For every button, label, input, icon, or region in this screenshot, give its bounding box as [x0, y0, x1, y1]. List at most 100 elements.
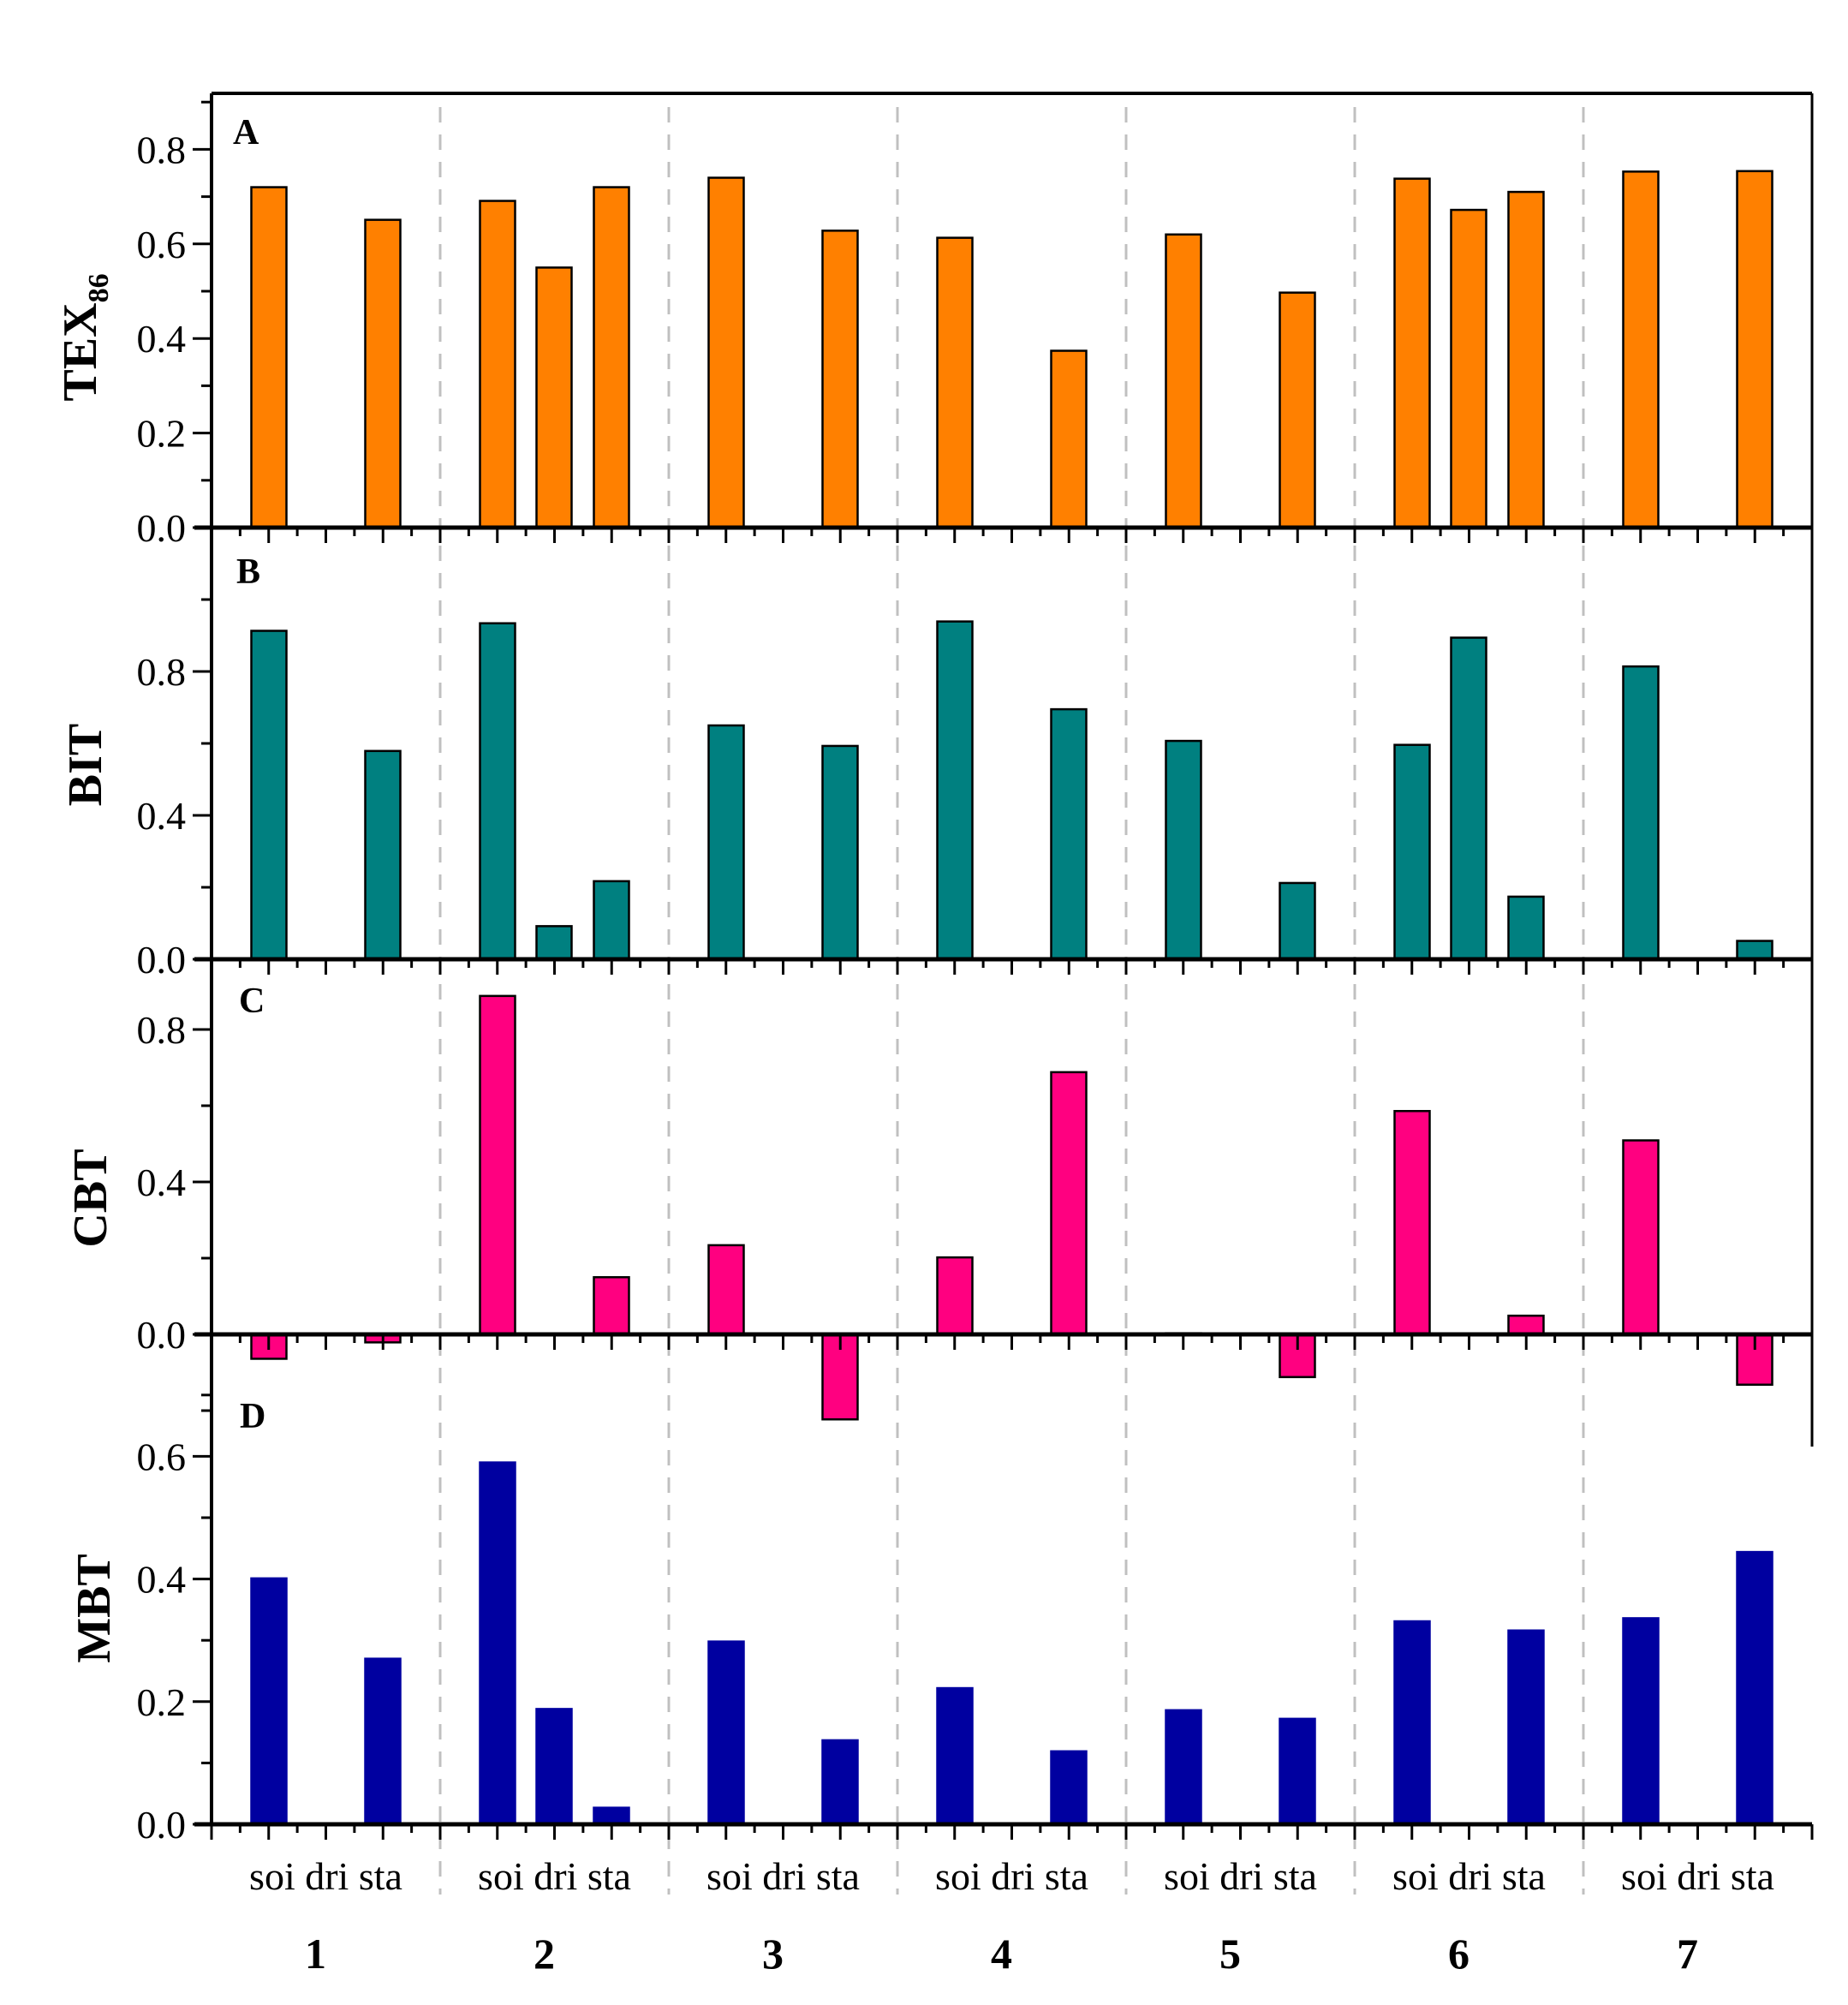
bar-a-group4-sta: [1050, 349, 1088, 529]
bar-b-group7-soi: [1622, 665, 1660, 961]
x-ticks-a: [210, 528, 1814, 543]
bar-a-group3-sta: [821, 230, 859, 529]
bar-b-group6-dri: [1450, 636, 1487, 961]
y-tick-label-a-0.8: 0.8: [137, 128, 187, 171]
y-tick-label-d-0.0: 0.0: [137, 1803, 187, 1847]
bar-c-group2-sta: [593, 1276, 630, 1336]
bar-d-group4-soi: [936, 1686, 974, 1826]
bar-c-group4-sta: [1050, 1071, 1088, 1336]
bars-panel-d: [250, 1461, 1773, 1826]
bars-panel-a: [250, 170, 1773, 529]
bar-a-group5-sta: [1279, 291, 1316, 529]
y-tick-label-b-0.0: 0.0: [137, 938, 187, 982]
bar-b-group3-sta: [821, 744, 859, 961]
panel-letter-a: A: [233, 113, 259, 152]
bar-a-group6-sta: [1507, 190, 1545, 529]
bar-b-group1-sta: [364, 749, 402, 961]
bar-b-group3-soi: [707, 724, 745, 961]
bar-b-group5-sta: [1279, 881, 1316, 961]
group-label-5: 5: [1219, 1930, 1241, 1978]
bar-a-group6-dri: [1450, 208, 1487, 529]
y-axis-title-subscript: 86: [83, 273, 115, 302]
y-tick-label-a-0.6: 0.6: [137, 223, 187, 266]
panels: A TEX86 0.00.20.40.60.8 B BIT 0.00.40.8 …: [54, 92, 1814, 1847]
bar-a-group2-soi: [479, 200, 516, 529]
y-tick-label-d-0.2: 0.2: [137, 1680, 187, 1724]
bar-b-group4-sta: [1050, 707, 1088, 961]
panel-c-cbt: C CBT 0.0 0.4 0.8: [64, 959, 1814, 1447]
bar-d-group1-soi: [250, 1577, 288, 1826]
bar-d-group6-sta: [1507, 1629, 1545, 1826]
y-ticks-d: 0.0 0.2 0.4 0.6: [137, 1393, 212, 1847]
group-label-7: 7: [1677, 1930, 1698, 1978]
bar-a-group3-soi: [707, 176, 745, 529]
panel-letter-d: D: [240, 1397, 265, 1436]
panel-a-tex86: A TEX86 0.0 0.2 0.4 0.6 0.8: [54, 92, 1814, 550]
y-axis-title-tex86: TEX86: [54, 273, 115, 401]
group-separators: [438, 107, 1585, 1895]
bar-b-group2-sta: [593, 880, 630, 961]
y-tick-label-c-0.8: 0.8: [137, 1008, 187, 1052]
bar-b-group6-sta: [1507, 895, 1545, 961]
bar-b-group2-dri: [535, 925, 573, 961]
bar-c-group4-soi: [936, 1256, 974, 1336]
y-tick-label-a-0.2: 0.2: [137, 412, 187, 456]
bar-d-group7-soi: [1622, 1617, 1660, 1826]
bar-a-group5-soi: [1165, 233, 1202, 529]
x-ticks-d: [210, 1824, 1814, 1840]
y-axis-title-mbt: MBT: [68, 1554, 121, 1663]
y-tick-label-a-0.4: 0.4: [137, 317, 187, 361]
y-tick-label-d-0.4: 0.4: [137, 1558, 187, 1602]
y-axis-title-tex: TEX: [54, 302, 107, 401]
bar-a-group1-soi: [250, 186, 288, 529]
bar-b-group1-soi: [250, 630, 288, 961]
x-ticks-c: [210, 1334, 1814, 1350]
y-ticks-c: 0.0 0.4 0.8: [137, 1008, 212, 1412]
bar-b-group2-soi: [479, 622, 516, 961]
category-labels-group-4: soi dri sta: [935, 1854, 1088, 1898]
bar-d-group2-dri: [535, 1708, 573, 1826]
y-axis-title-bit: BIT: [59, 724, 112, 807]
group-label-2: 2: [534, 1930, 555, 1978]
group-label-4: 4: [991, 1930, 1012, 1978]
y-ticks-a: 0.0 0.2 0.4 0.6 0.8: [137, 100, 212, 550]
bar-b-group4-soi: [936, 620, 974, 961]
bar-a-group4-soi: [936, 236, 974, 529]
bar-d-group2-soi: [479, 1461, 516, 1826]
y-tick-label-b-0.4: 0.4: [137, 794, 187, 838]
bar-b-group6-soi: [1393, 743, 1431, 961]
bar-c-group6-soi: [1393, 1109, 1431, 1336]
bar-d-group3-sta: [821, 1739, 859, 1826]
category-labels-group-6: soi dri sta: [1392, 1854, 1546, 1898]
panel-b-bit: B BIT 0.0 0.4 0.8: [59, 526, 1814, 982]
x-axis-labels: soi dri sta 1 soi dri sta 2 soi dri sta 3 soi …: [249, 1854, 1774, 1978]
bar-a-group7-soi: [1622, 170, 1660, 529]
group-label-6: 6: [1448, 1930, 1469, 1978]
x-ticks-b: [210, 959, 1814, 975]
bar-d-group7-sta: [1736, 1550, 1773, 1826]
panel-d-mbt: D MBT 0.0 0.2 0.4 0.6: [68, 1334, 1814, 1847]
bar-c-group3-soi: [707, 1244, 745, 1336]
y-tick-label-d-0.6: 0.6: [137, 1435, 187, 1478]
category-labels-group-2: soi dri sta: [478, 1854, 631, 1898]
y-tick-label-b-0.8: 0.8: [137, 650, 187, 694]
bar-d-group5-soi: [1165, 1709, 1202, 1826]
bar-d-group4-sta: [1050, 1750, 1088, 1826]
bar-d-group2-sta: [593, 1806, 630, 1826]
bar-b-group7-sta: [1736, 940, 1773, 961]
bar-d-group1-sta: [364, 1657, 402, 1826]
panel-letter-c: C: [239, 982, 265, 1021]
y-tick-label-c-0.4: 0.4: [137, 1161, 187, 1204]
y-axis-title-cbt: CBT: [64, 1149, 117, 1247]
bar-c-group6-sta: [1507, 1314, 1545, 1336]
panel-letter-b: B: [236, 552, 260, 592]
bar-c-group2-soi: [479, 994, 516, 1336]
bar-d-group3-soi: [707, 1640, 745, 1826]
bars-panel-c: [250, 994, 1773, 1421]
bar-a-group1-sta: [364, 218, 402, 529]
bar-a-group2-sta: [593, 186, 630, 529]
y-tick-label-c-0.0: 0.0: [137, 1313, 187, 1357]
bar-d-group6-soi: [1393, 1620, 1431, 1826]
bar-a-group2-dri: [535, 266, 573, 529]
